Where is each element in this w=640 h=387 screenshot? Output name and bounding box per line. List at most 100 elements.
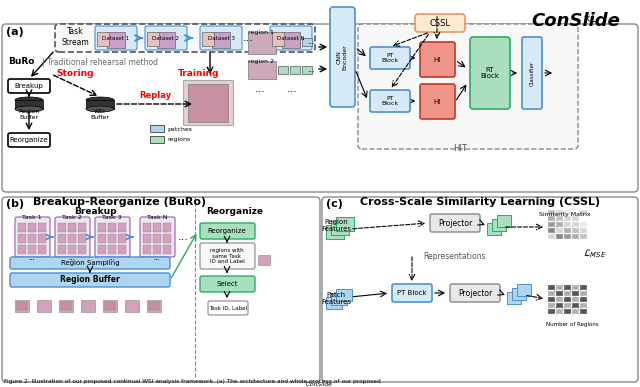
Text: Cross-Scale Similarity Learning (CSSL): Cross-Scale Similarity Learning (CSSL) [360, 197, 600, 207]
FancyBboxPatch shape [157, 32, 175, 48]
FancyBboxPatch shape [278, 66, 288, 74]
FancyBboxPatch shape [150, 136, 164, 143]
FancyBboxPatch shape [572, 303, 579, 308]
FancyBboxPatch shape [548, 228, 555, 233]
FancyBboxPatch shape [2, 197, 320, 382]
FancyBboxPatch shape [15, 100, 43, 109]
FancyBboxPatch shape [564, 216, 571, 221]
Text: Projector: Projector [438, 219, 472, 228]
Text: (c): (c) [326, 199, 343, 209]
FancyBboxPatch shape [548, 291, 555, 296]
Text: Region Buffer: Region Buffer [60, 276, 120, 284]
Text: $\mathcal{L}_{MSE}$: $\mathcal{L}_{MSE}$ [583, 247, 607, 260]
FancyBboxPatch shape [517, 284, 531, 296]
FancyBboxPatch shape [97, 32, 109, 46]
Text: ...: ... [243, 33, 253, 43]
FancyBboxPatch shape [2, 24, 638, 192]
FancyBboxPatch shape [95, 26, 137, 50]
FancyBboxPatch shape [497, 215, 511, 227]
FancyBboxPatch shape [81, 300, 95, 312]
FancyBboxPatch shape [331, 221, 349, 235]
Text: ...: ... [154, 255, 161, 261]
Text: Dataset 3: Dataset 3 [207, 36, 234, 41]
FancyBboxPatch shape [55, 217, 90, 257]
FancyBboxPatch shape [492, 219, 506, 231]
FancyBboxPatch shape [68, 234, 76, 243]
Text: Dataset N: Dataset N [277, 36, 305, 41]
FancyBboxPatch shape [78, 234, 86, 243]
Text: WSI
Buffer: WSI Buffer [90, 109, 109, 120]
FancyBboxPatch shape [147, 32, 159, 46]
FancyBboxPatch shape [258, 255, 270, 265]
FancyBboxPatch shape [58, 234, 66, 243]
FancyBboxPatch shape [140, 217, 175, 257]
FancyBboxPatch shape [564, 228, 571, 233]
FancyBboxPatch shape [420, 42, 455, 77]
Text: CSSL: CSSL [429, 19, 451, 27]
FancyBboxPatch shape [512, 288, 526, 300]
FancyBboxPatch shape [202, 32, 214, 46]
FancyBboxPatch shape [163, 245, 171, 254]
FancyBboxPatch shape [580, 210, 587, 215]
Text: ConSlide: ConSlide [531, 12, 620, 30]
FancyBboxPatch shape [564, 303, 571, 308]
FancyBboxPatch shape [145, 26, 187, 50]
FancyBboxPatch shape [564, 297, 571, 302]
Ellipse shape [15, 97, 43, 103]
FancyBboxPatch shape [10, 273, 170, 287]
Text: CNN
Encoder: CNN Encoder [337, 44, 348, 70]
FancyBboxPatch shape [248, 61, 276, 79]
FancyBboxPatch shape [556, 216, 563, 221]
Text: (b): (b) [6, 199, 24, 209]
Text: Similarity Matrix: Similarity Matrix [539, 212, 591, 217]
FancyBboxPatch shape [548, 297, 555, 302]
Text: region 2: region 2 [248, 59, 274, 64]
FancyBboxPatch shape [450, 284, 500, 302]
FancyBboxPatch shape [147, 300, 161, 312]
Text: $\times L$: $\times L$ [582, 12, 598, 24]
Text: PT
Block: PT Block [381, 53, 399, 63]
Text: HI: HI [433, 99, 440, 105]
FancyBboxPatch shape [118, 245, 126, 254]
FancyBboxPatch shape [78, 245, 86, 254]
Text: Task 2: Task 2 [62, 215, 82, 220]
Text: Storing: Storing [56, 69, 93, 78]
Text: Region
Features: Region Features [321, 219, 351, 232]
Text: RT
Block: RT Block [481, 67, 499, 79]
Text: ...: ... [287, 84, 298, 94]
Text: Reorganize: Reorganize [208, 228, 246, 234]
FancyBboxPatch shape [572, 285, 579, 290]
FancyBboxPatch shape [522, 37, 542, 109]
FancyBboxPatch shape [270, 26, 312, 50]
FancyBboxPatch shape [548, 234, 555, 239]
FancyBboxPatch shape [572, 309, 579, 314]
FancyBboxPatch shape [556, 309, 563, 314]
FancyBboxPatch shape [580, 216, 587, 221]
FancyBboxPatch shape [98, 234, 106, 243]
FancyBboxPatch shape [548, 210, 555, 215]
FancyBboxPatch shape [38, 245, 46, 254]
FancyBboxPatch shape [548, 309, 555, 314]
FancyBboxPatch shape [55, 24, 315, 52]
Text: ...: ... [177, 232, 188, 242]
FancyBboxPatch shape [78, 223, 86, 232]
FancyBboxPatch shape [18, 223, 26, 232]
Text: ...: ... [68, 255, 76, 261]
Text: ...: ... [307, 65, 315, 75]
FancyBboxPatch shape [38, 234, 46, 243]
FancyBboxPatch shape [278, 38, 288, 46]
FancyBboxPatch shape [564, 309, 571, 314]
Text: regions: regions [167, 137, 190, 142]
FancyBboxPatch shape [153, 245, 161, 254]
FancyBboxPatch shape [38, 223, 46, 232]
FancyBboxPatch shape [430, 214, 480, 232]
FancyBboxPatch shape [330, 7, 355, 107]
FancyBboxPatch shape [580, 303, 587, 308]
FancyBboxPatch shape [564, 222, 571, 227]
FancyBboxPatch shape [28, 223, 36, 232]
FancyBboxPatch shape [98, 245, 106, 254]
FancyBboxPatch shape [17, 302, 27, 310]
FancyBboxPatch shape [580, 297, 587, 302]
FancyBboxPatch shape [572, 222, 579, 227]
FancyBboxPatch shape [290, 66, 300, 74]
